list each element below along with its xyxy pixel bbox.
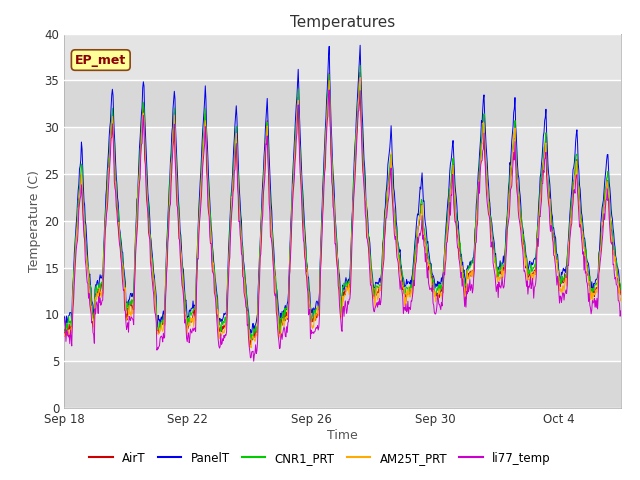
PanelT <box>617 287 625 292</box>
li77_temp <box>264 133 271 139</box>
CNR1_PRT <box>377 282 385 288</box>
Line: AirT: AirT <box>64 72 621 347</box>
AirT <box>617 292 625 298</box>
CNR1_PRT <box>293 109 301 115</box>
AM25T_PRT <box>60 331 68 337</box>
AM25T_PRT <box>377 287 385 292</box>
Bar <box>64 127 621 174</box>
li77_temp <box>80 233 88 239</box>
AM25T_PRT <box>264 123 271 129</box>
AM25T_PRT <box>356 74 364 80</box>
Bar <box>64 361 621 408</box>
Bar <box>64 34 621 80</box>
CNR1_PRT <box>356 62 364 68</box>
AirT <box>191 315 199 321</box>
AM25T_PRT <box>293 112 301 118</box>
li77_temp <box>511 139 519 144</box>
AirT <box>356 69 364 75</box>
PanelT <box>511 95 519 100</box>
Bar <box>64 267 621 314</box>
AM25T_PRT <box>617 296 625 302</box>
CNR1_PRT <box>264 119 271 125</box>
CNR1_PRT <box>80 212 88 217</box>
AM25T_PRT <box>191 314 199 320</box>
PanelT <box>293 94 301 100</box>
Line: li77_temp: li77_temp <box>64 90 621 361</box>
Y-axis label: Temperature (C): Temperature (C) <box>29 170 42 272</box>
Bar <box>64 174 621 221</box>
Legend: AirT, PanelT, CNR1_PRT, AM25T_PRT, li77_temp: AirT, PanelT, CNR1_PRT, AM25T_PRT, li77_… <box>84 447 556 469</box>
li77_temp <box>325 87 333 93</box>
CNR1_PRT <box>617 287 625 292</box>
PanelT <box>356 42 364 48</box>
CNR1_PRT <box>60 329 68 335</box>
CNR1_PRT <box>511 118 519 123</box>
Bar <box>64 80 621 127</box>
PanelT <box>377 275 385 281</box>
AirT <box>60 333 68 339</box>
PanelT <box>80 198 88 204</box>
AM25T_PRT <box>511 125 519 131</box>
AM25T_PRT <box>247 345 255 350</box>
Title: Temperatures: Temperatures <box>290 15 395 30</box>
AirT <box>80 226 88 231</box>
li77_temp <box>377 300 385 305</box>
Bar <box>64 221 621 267</box>
PanelT <box>191 302 199 308</box>
AirT <box>293 116 301 122</box>
AirT <box>246 344 253 349</box>
AirT <box>377 286 385 292</box>
X-axis label: Time: Time <box>327 429 358 442</box>
AirT <box>511 121 519 127</box>
PanelT <box>264 96 271 101</box>
Line: CNR1_PRT: CNR1_PRT <box>64 65 621 340</box>
Line: PanelT: PanelT <box>64 45 621 335</box>
Bar <box>64 314 621 361</box>
li77_temp <box>617 308 625 314</box>
li77_temp <box>293 131 301 136</box>
Text: EP_met: EP_met <box>75 54 126 67</box>
CNR1_PRT <box>191 305 199 311</box>
PanelT <box>246 332 253 337</box>
li77_temp <box>60 315 68 321</box>
AirT <box>264 118 271 123</box>
CNR1_PRT <box>246 337 253 343</box>
PanelT <box>60 318 68 324</box>
li77_temp <box>191 325 199 331</box>
li77_temp <box>250 358 257 364</box>
Line: AM25T_PRT: AM25T_PRT <box>64 77 621 348</box>
AM25T_PRT <box>80 215 88 221</box>
